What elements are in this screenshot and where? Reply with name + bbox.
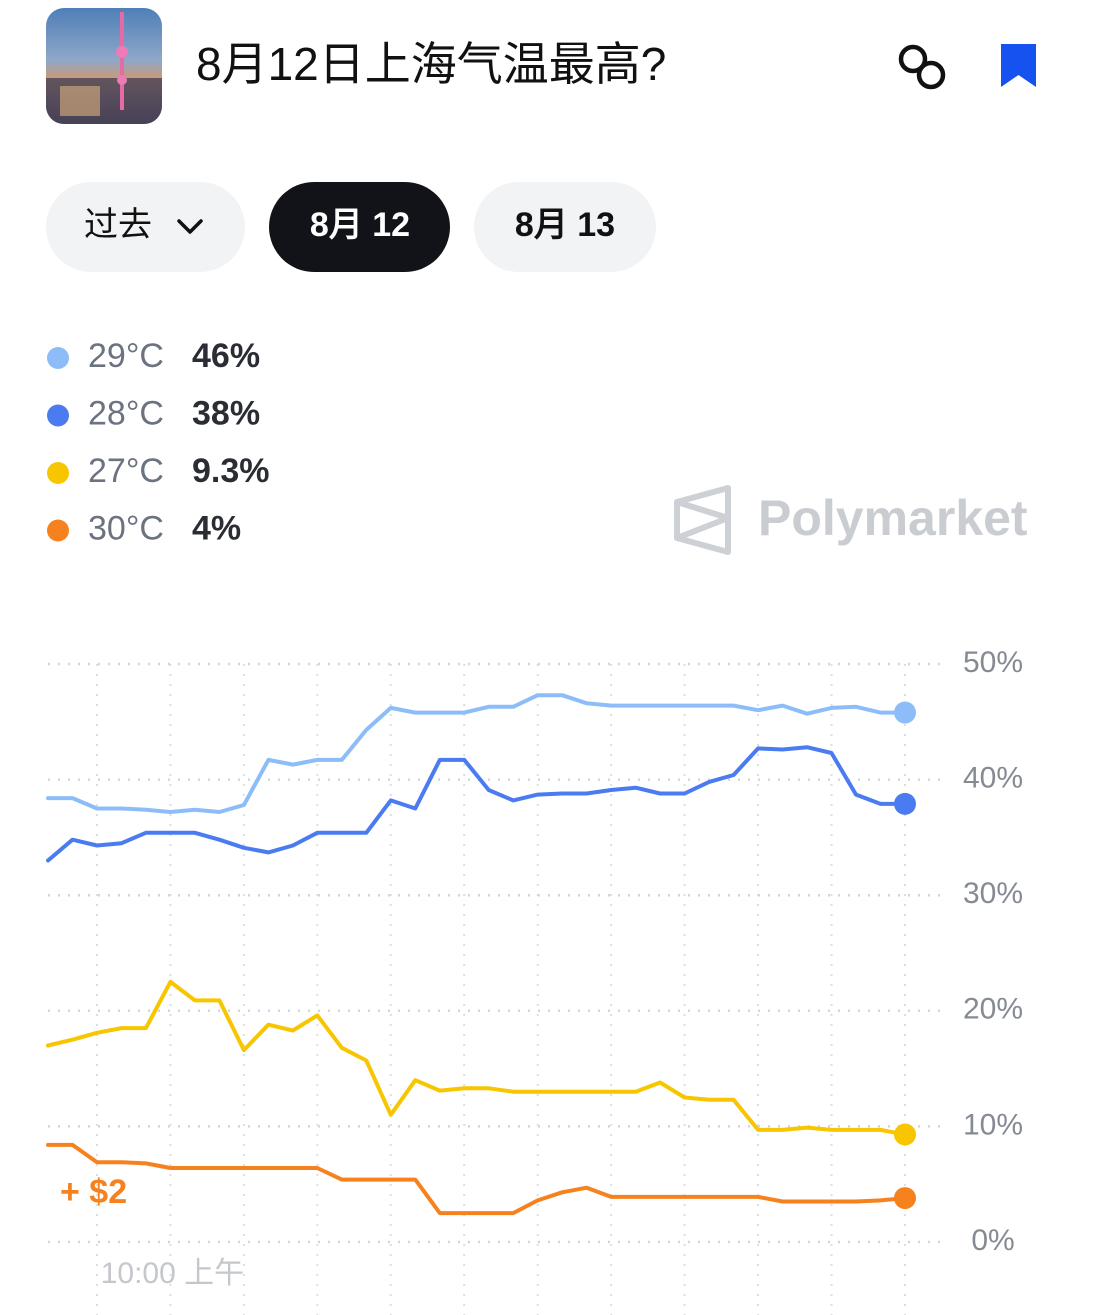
y-tick-label: 40%	[963, 762, 1023, 795]
series-line	[46, 979, 907, 1137]
legend-dot	[47, 347, 69, 369]
end-point	[894, 1123, 916, 1146]
x-tick-label: 10:00 上午	[101, 1257, 244, 1290]
annotation: + $2	[60, 1173, 127, 1211]
series-line	[46, 745, 907, 863]
end-point	[894, 701, 916, 724]
tab-label: 8月 12	[310, 206, 410, 244]
watermark-logo	[674, 485, 731, 555]
copy-link-button[interactable]	[896, 42, 948, 92]
y-tick-label: 10%	[963, 1108, 1023, 1141]
end-point	[894, 1187, 916, 1210]
legend-dot	[47, 462, 69, 484]
legend-value: 46%	[192, 337, 260, 375]
page-title: 8月12日上海气温最高?	[196, 38, 666, 90]
chevron-icon	[177, 219, 203, 234]
tab-active[interactable]	[269, 182, 450, 272]
bookmark-button[interactable]	[1001, 44, 1036, 87]
legend-dot	[47, 404, 69, 427]
y-tick-label: 20%	[963, 993, 1023, 1026]
legend-label: 28°C	[88, 394, 164, 432]
y-tick-label: 30%	[963, 877, 1023, 910]
series-line	[46, 1142, 907, 1216]
y-tick-label: 50%	[963, 646, 1023, 679]
legend-label: 30°C	[88, 509, 164, 547]
legend-label: 29°C	[88, 337, 164, 375]
legend-label: 27°C	[88, 452, 164, 490]
series-line	[46, 693, 907, 814]
legend-dot	[47, 519, 69, 542]
market-thumbnail[interactable]	[46, 8, 162, 124]
legend-value: 38%	[192, 394, 260, 432]
watermark: Polymarket	[758, 490, 1028, 546]
chart: 29°C 46% 28°C 38% 27°C 9.3% 30°C 4% 0% 10% 20% 30% 4…	[46, 337, 1023, 1315]
tab-past[interactable]	[46, 182, 245, 272]
tab[interactable]	[474, 182, 656, 272]
end-point	[894, 792, 916, 815]
legend-value: 9.3%	[192, 452, 270, 490]
legend-value: 4%	[192, 509, 241, 547]
tab-label: 8月 13	[515, 206, 615, 244]
tab-label: 过去	[84, 206, 152, 244]
y-tick-label: 0%	[971, 1224, 1014, 1257]
